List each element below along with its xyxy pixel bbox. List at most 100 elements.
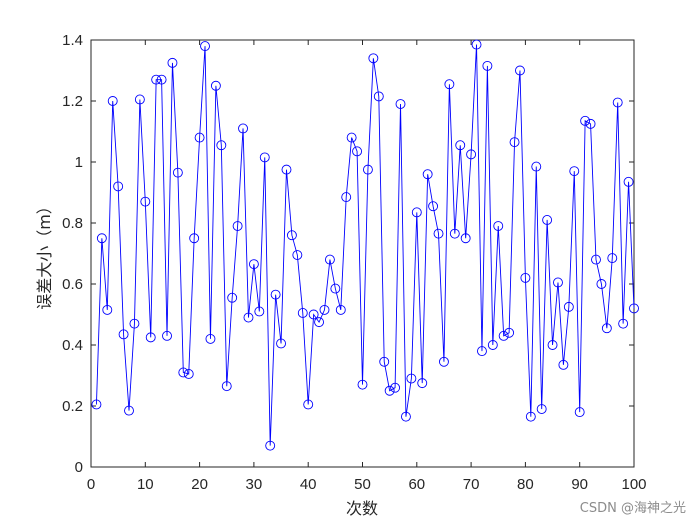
data-point-marker <box>553 277 563 288</box>
x-tick-label: 0 <box>87 476 95 493</box>
data-point-marker <box>183 369 194 379</box>
data-point-marker <box>520 272 531 283</box>
data-point-marker <box>129 318 140 329</box>
data-point-marker <box>162 330 172 341</box>
y-tick-label: 1.4 <box>62 32 83 49</box>
data-point-marker <box>243 312 254 323</box>
data-point-marker <box>531 161 542 172</box>
data-point-marker <box>91 399 102 410</box>
data-point-marker <box>477 346 487 357</box>
data-point-marker <box>194 132 205 143</box>
x-axis-label: 次数 <box>346 499 378 518</box>
x-axis-ticks: 0 10 20 30 40 50 60 70 80 90 100 <box>87 40 647 493</box>
data-point-marker <box>585 118 596 129</box>
data-point-marker <box>384 385 395 396</box>
x-tick-label: 50 <box>354 476 371 493</box>
x-tick-label: 60 <box>408 476 425 493</box>
data-point-marker <box>118 329 129 340</box>
data-point-marker <box>248 259 259 270</box>
data-point-marker <box>172 167 183 178</box>
data-point-marker <box>400 411 411 422</box>
data-point-marker <box>156 74 167 85</box>
data-point-marker <box>515 65 525 76</box>
data-point-marker <box>411 207 422 218</box>
data-point-marker <box>536 404 547 414</box>
data-point-marker <box>270 289 281 300</box>
data-point-marker <box>563 301 574 312</box>
data-point-marker <box>428 201 439 212</box>
y-tick-label: 0.8 <box>62 215 83 232</box>
data-point-marker <box>265 440 276 451</box>
data-point-marker <box>569 166 580 177</box>
data-point-marker <box>303 399 314 410</box>
x-tick-label: 90 <box>571 476 588 493</box>
x-tick-label: 30 <box>246 476 263 493</box>
x-tick-label: 10 <box>137 476 154 493</box>
data-point-marker <box>449 228 460 239</box>
plot-area-frame <box>90 39 635 468</box>
data-point-marker <box>618 318 629 329</box>
data-point-marker <box>335 304 346 315</box>
data-point-marker <box>623 176 634 187</box>
data-point-marker <box>493 221 504 232</box>
data-point-marker <box>238 123 248 134</box>
data-point-marker <box>324 254 335 265</box>
data-point-marker <box>558 359 569 370</box>
y-tick-label: 0.2 <box>62 398 83 415</box>
data-point-marker <box>276 338 286 349</box>
data-point-marker <box>395 99 406 110</box>
data-point-marker <box>580 115 591 126</box>
data-point-marker <box>113 181 124 192</box>
x-tick-label: 100 <box>621 476 646 493</box>
data-point-marker <box>601 323 612 334</box>
data-point-marker <box>466 149 477 160</box>
data-point-marker <box>352 146 363 157</box>
data-point-marker <box>140 196 151 207</box>
csdn-watermark: CSDN @海神之光 <box>580 501 686 516</box>
data-point-marker <box>330 283 341 294</box>
data-point-marker <box>205 333 216 344</box>
data-point-marker <box>482 60 493 71</box>
data-point-marker <box>232 221 243 232</box>
data-point-marker <box>574 407 585 418</box>
data-point-marker <box>460 233 471 244</box>
data-point-marker <box>200 41 210 52</box>
data-point-marker <box>373 91 384 102</box>
data-point-marker <box>612 97 623 108</box>
y-axis-ticks: 0 0.2 0.4 0.6 0.8 1 1.2 1.4 <box>62 32 634 476</box>
data-point-marker <box>167 57 178 68</box>
data-point-marker <box>422 169 433 180</box>
data-point-marker <box>319 304 330 315</box>
data-point-marker <box>341 192 352 203</box>
y-tick-label: 0 <box>75 459 83 476</box>
data-point-marker <box>227 292 238 303</box>
x-tick-label: 80 <box>517 476 534 493</box>
x-tick-label: 20 <box>191 476 208 493</box>
data-point-marker <box>221 381 232 392</box>
data-point-marker <box>504 327 515 338</box>
data-point-marker <box>433 228 444 239</box>
data-point-marker <box>134 94 145 105</box>
data-point-marker <box>254 306 265 317</box>
data-point-marker <box>297 308 308 318</box>
data-point-marker <box>498 330 509 341</box>
x-tick-label: 70 <box>463 476 480 493</box>
data-point-marker <box>444 79 455 90</box>
data-point-marker <box>178 367 189 378</box>
data-point-marker <box>314 317 325 328</box>
data-point-marker <box>259 152 270 163</box>
data-point-marker <box>379 356 390 367</box>
data-point-marker <box>216 140 227 151</box>
y-tick-label: 0.6 <box>62 276 83 293</box>
data-point-marker <box>96 233 107 244</box>
data-point-marker <box>547 340 558 350</box>
data-point-marker <box>362 164 373 175</box>
y-tick-label: 1.2 <box>62 93 83 110</box>
data-point-marker <box>308 309 319 320</box>
data-point-marker <box>596 279 607 289</box>
x-tick-label: 40 <box>300 476 317 493</box>
data-point-marker <box>151 74 162 85</box>
data-point-marker <box>487 340 498 350</box>
y-tick-label: 1 <box>75 154 83 171</box>
data-point-marker <box>102 304 113 315</box>
